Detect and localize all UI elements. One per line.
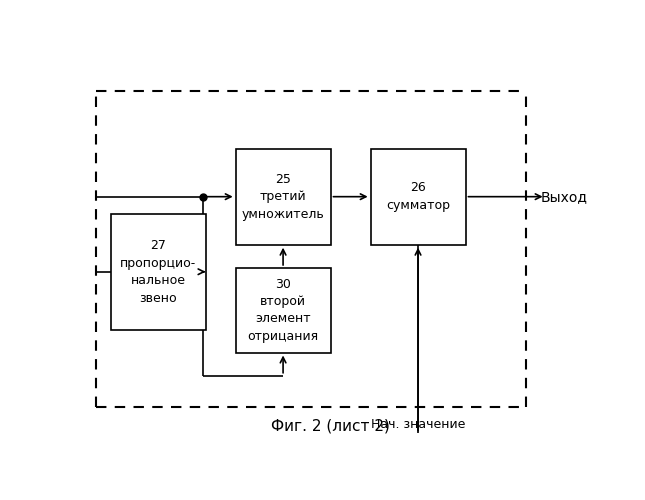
Text: 25
третий
умножитель: 25 третий умножитель bbox=[242, 172, 324, 220]
Text: 26
сумматор: 26 сумматор bbox=[386, 182, 450, 212]
Text: Нач. значение: Нач. значение bbox=[371, 418, 465, 431]
Bar bbox=[235, 148, 330, 245]
Text: 27
пропорцио-
нальное
звено: 27 пропорцио- нальное звено bbox=[120, 239, 196, 304]
Text: Фиг. 2 (лист 2): Фиг. 2 (лист 2) bbox=[271, 418, 390, 434]
Text: Выход: Выход bbox=[541, 190, 588, 203]
Bar bbox=[370, 148, 466, 245]
Text: 30
второй
элемент
отрицания: 30 второй элемент отрицания bbox=[248, 278, 319, 343]
Bar bbox=[111, 214, 206, 330]
Bar bbox=[235, 268, 330, 352]
